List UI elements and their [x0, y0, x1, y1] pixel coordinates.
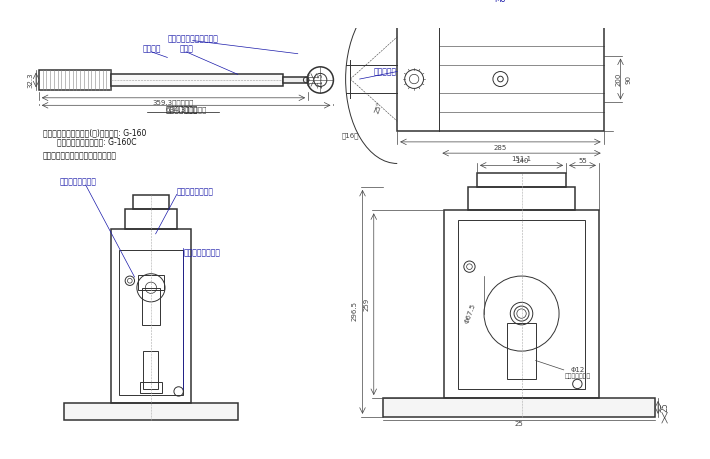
Text: 140: 140 — [515, 157, 528, 164]
Text: M8: M8 — [495, 0, 506, 4]
Bar — [383, 398, 655, 417]
Text: レバー回転: レバー回転 — [373, 67, 397, 76]
Bar — [119, 250, 183, 395]
Text: 285: 285 — [493, 145, 507, 151]
Text: 専用操作レバー: 専用操作レバー — [165, 106, 197, 114]
Text: リリーズスクリュ差込口: リリーズスクリュ差込口 — [168, 34, 218, 43]
Text: 151.1: 151.1 — [511, 156, 532, 162]
Text: Φ12: Φ12 — [571, 367, 585, 373]
Text: 359.3（最短長）: 359.3（最短長） — [153, 99, 194, 106]
Bar — [111, 229, 191, 403]
Bar — [444, 210, 599, 398]
Text: オイルフィリング: オイルフィリング — [60, 178, 97, 187]
Text: 55: 55 — [578, 157, 587, 164]
Text: （16）: （16） — [342, 132, 359, 139]
Bar — [468, 187, 576, 210]
Bar — [133, 196, 169, 208]
Text: 634.3（最伸長）: 634.3（最伸長） — [165, 106, 207, 113]
Bar — [141, 288, 160, 325]
Bar — [64, 403, 238, 420]
Text: 259: 259 — [364, 297, 369, 311]
Text: ストッパ: ストッパ — [142, 45, 160, 54]
Text: 伸縮式: 伸縮式 — [179, 45, 193, 54]
Bar — [283, 77, 308, 83]
Text: 21.5: 21.5 — [317, 72, 323, 88]
Text: 90: 90 — [625, 74, 631, 84]
Text: ニッケルめっきタイプ: G-160C: ニッケルめっきタイプ: G-160C — [57, 137, 136, 146]
Text: 25: 25 — [660, 403, 669, 412]
Bar — [143, 351, 158, 389]
Bar — [477, 173, 566, 187]
Bar — [125, 208, 177, 229]
Text: ２．専用操作レバーが付属します。: ２．専用操作レバーが付属します。 — [43, 151, 116, 161]
Bar — [397, 28, 604, 131]
Text: 注１．型式　標準塗装(赤)タイプ　: G-160: 注１．型式 標準塗装(赤)タイプ : G-160 — [43, 128, 146, 137]
Text: 32.3: 32.3 — [28, 72, 33, 88]
Text: 296.5: 296.5 — [352, 301, 358, 321]
Text: 200: 200 — [616, 73, 622, 86]
Bar — [111, 74, 283, 85]
Text: 25°: 25° — [373, 101, 383, 114]
Text: リリーズスクリュ: リリーズスクリュ — [183, 248, 220, 257]
Text: Φ67.5: Φ67.5 — [464, 302, 476, 325]
Bar — [140, 382, 162, 393]
Bar — [39, 70, 111, 90]
Text: 25: 25 — [515, 421, 523, 427]
Bar — [458, 220, 585, 389]
Bar — [472, 13, 528, 28]
Text: 操作レバー差込口: 操作レバー差込口 — [177, 187, 214, 196]
Bar — [508, 323, 535, 379]
Bar — [138, 274, 164, 290]
Text: （シリンダ内）: （シリンダ内） — [564, 374, 591, 379]
